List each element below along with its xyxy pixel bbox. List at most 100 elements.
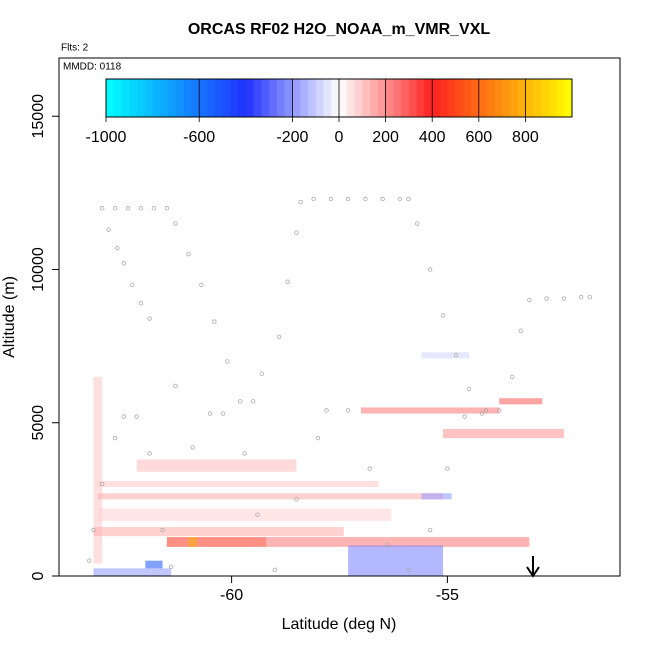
- track-point: [186, 251, 191, 257]
- colorbar-step: [113, 79, 123, 117]
- heat-cell: [145, 560, 163, 569]
- colorbar-step: [206, 79, 216, 117]
- plot-frame: [58, 57, 621, 577]
- track-point: [125, 205, 131, 211]
- heat-cell: [266, 537, 530, 547]
- colorbar-step: [354, 79, 363, 117]
- colorbar-step: [168, 79, 177, 117]
- chart-title: ORCAS RF02 H2O_NOAA_m_VMR_VXL: [188, 21, 491, 38]
- colorbar-step: [245, 79, 255, 117]
- track-point: [121, 261, 126, 266]
- track-point: [242, 451, 247, 456]
- heat-cell: [421, 352, 469, 359]
- colorbar-step: [517, 79, 526, 117]
- track-point: [578, 294, 584, 300]
- track-point: [112, 435, 118, 441]
- track-point: [199, 282, 204, 288]
- heat-cell: [97, 480, 379, 488]
- colorbar-step: [339, 79, 348, 117]
- date-note: MMDD: 0118: [63, 62, 122, 73]
- heat-cell: [499, 398, 543, 405]
- colorbar-step: [377, 79, 387, 117]
- heat-cell: [97, 493, 444, 500]
- colorbar-tick-label: 0: [335, 129, 344, 146]
- colorbar-step: [424, 79, 433, 117]
- track-point: [121, 414, 126, 419]
- y-tick-label: 0: [30, 571, 47, 580]
- track-point: [561, 296, 567, 301]
- track-point: [225, 359, 230, 364]
- colorbar-step: [230, 79, 239, 117]
- track-point: [527, 297, 532, 303]
- track-point: [427, 267, 433, 272]
- track-point: [294, 497, 299, 502]
- heat-cell: [443, 428, 564, 439]
- track-point: [496, 408, 502, 413]
- track-point: [406, 196, 411, 202]
- heat-cell: [136, 459, 297, 472]
- colorbar-step: [253, 79, 262, 117]
- colorbar-step: [478, 79, 488, 117]
- track-point: [173, 221, 178, 226]
- colorbar-step: [509, 79, 519, 117]
- track-point: [406, 567, 411, 573]
- track-point: [151, 205, 157, 211]
- y-axis-label: Altitude (m): [1, 276, 18, 358]
- y-tick-label: 15000: [30, 94, 47, 139]
- heat-cell: [93, 376, 103, 564]
- track-point: [363, 196, 368, 202]
- track-point: [384, 543, 390, 548]
- colorbar-step: [564, 79, 573, 117]
- colorbar-step: [214, 79, 223, 117]
- track-point: [328, 196, 334, 202]
- track-point: [91, 527, 96, 533]
- track-point: [380, 196, 385, 202]
- colorbar-step: [533, 79, 542, 117]
- colorbar-step: [121, 79, 130, 117]
- colorbar-step: [393, 79, 402, 117]
- track-point: [397, 196, 403, 202]
- colorbar-step: [370, 79, 379, 117]
- colorbar-tick-label: 600: [465, 129, 492, 146]
- track-point: [130, 282, 135, 288]
- colorbar-step: [315, 79, 324, 117]
- colorbar-step: [269, 79, 278, 117]
- track-point: [315, 435, 321, 441]
- track-point: [99, 205, 105, 211]
- colorbar-step: [292, 79, 301, 117]
- track-point: [544, 296, 549, 301]
- heat-cell: [97, 508, 392, 521]
- track-point: [138, 301, 144, 306]
- colorbar-step: [144, 79, 154, 117]
- track-point: [462, 414, 467, 419]
- colorbar-tick-label: 800: [512, 129, 539, 146]
- colorbar-step: [276, 79, 286, 117]
- track-point: [427, 527, 433, 533]
- colorbar-step: [362, 79, 371, 117]
- track-point: [99, 481, 105, 487]
- heat-cell: [166, 537, 267, 547]
- x-tick-label: -55: [436, 587, 459, 604]
- colorbar-step: [502, 79, 511, 117]
- colorbar-step: [222, 79, 231, 117]
- colorbar-step: [238, 79, 247, 117]
- track-point: [173, 383, 178, 389]
- colorbar-step: [494, 79, 503, 117]
- colorbar-step: [525, 79, 534, 117]
- track-point: [259, 371, 265, 376]
- colorbar-tick-label: -600: [183, 129, 215, 146]
- colorbar-step: [556, 79, 565, 117]
- colorbar-step: [307, 79, 317, 117]
- track-point: [255, 512, 260, 517]
- track-point: [298, 199, 303, 205]
- track-point: [466, 386, 472, 392]
- y-tick-label: 10000: [30, 247, 47, 292]
- track-point: [445, 466, 450, 471]
- heat-cell: [421, 493, 452, 500]
- track-point: [115, 245, 120, 251]
- colorbar-step: [439, 79, 449, 117]
- colorbar-step: [152, 79, 161, 117]
- track-point: [272, 567, 277, 573]
- colorbar-step: [432, 79, 441, 117]
